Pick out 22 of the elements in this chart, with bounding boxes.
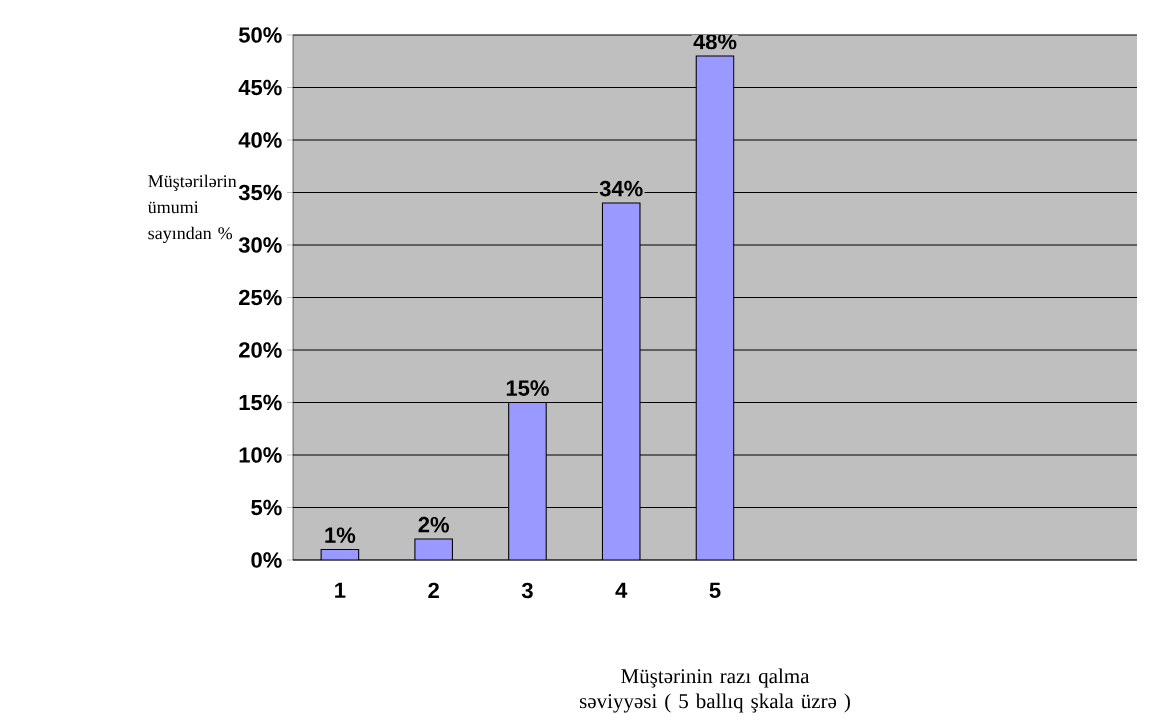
y-tick-label: 35% (238, 184, 282, 201)
x-tick-label: 3 (521, 582, 533, 599)
y-tick-label: 40% (238, 132, 282, 148)
y-tick-label: 0% (251, 552, 282, 568)
data-label: 1% (325, 527, 356, 543)
y-tick-label: 25% (239, 289, 282, 306)
y-tick-label: 50% (238, 27, 282, 43)
x-tick-label: 4 (615, 582, 628, 598)
y-tick-label: 15% (239, 394, 282, 411)
data-label: 34% (599, 180, 643, 197)
data-label: 15% (506, 380, 549, 396)
y-tick-label: 5% (251, 499, 282, 516)
y-tick-label: 10% (239, 447, 282, 463)
data-label: 2% (418, 516, 449, 533)
y-tick-label: 30% (238, 237, 282, 253)
x-axis-title: Müştərinin razı qalma səviyyəsi ( 5 ballıq şkala üzrə ) (579, 668, 850, 713)
y-axis-title: Müştərilərin ümumi sayından % (147, 174, 237, 244)
y-tick-label: 45% (238, 79, 282, 96)
y-tick-label: 20% (239, 342, 282, 358)
x-tick-label: 5 (709, 582, 721, 599)
x-tick-label: 2 (428, 582, 439, 599)
x-tick-label: 1 (335, 582, 346, 598)
